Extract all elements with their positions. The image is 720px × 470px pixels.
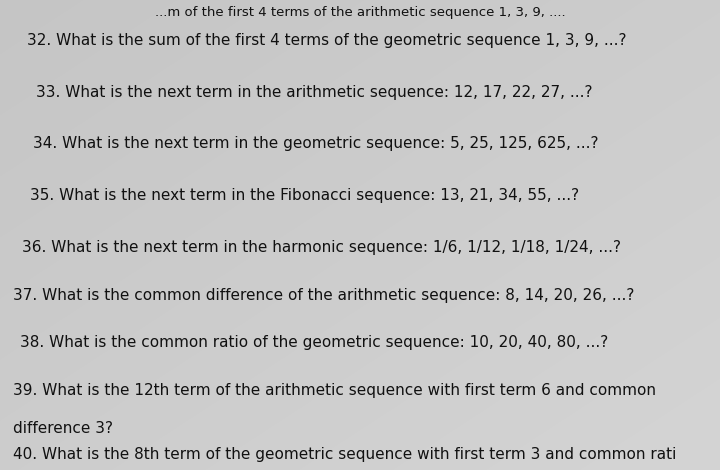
Text: 37. What is the common difference of the arithmetic sequence: 8, 14, 20, 26, ...: 37. What is the common difference of the…	[13, 288, 634, 303]
Text: 32. What is the sum of the first 4 terms of the geometric sequence 1, 3, 9, ...?: 32. What is the sum of the first 4 terms…	[27, 33, 627, 48]
Text: 39. What is the 12th term of the arithmetic sequence with first term 6 and commo: 39. What is the 12th term of the arithme…	[13, 383, 656, 398]
Text: difference 3?: difference 3?	[13, 421, 113, 436]
Text: 38. What is the common ratio of the geometric sequence: 10, 20, 40, 80, ...?: 38. What is the common ratio of the geom…	[20, 335, 608, 350]
Text: 33. What is the next term in the arithmetic sequence: 12, 17, 22, 27, ...?: 33. What is the next term in the arithme…	[36, 85, 593, 100]
Text: 34. What is the next term in the geometric sequence: 5, 25, 125, 625, ...?: 34. What is the next term in the geometr…	[33, 136, 598, 151]
Text: 36. What is the next term in the harmonic sequence: 1/6, 1/12, 1/18, 1/24, ...?: 36. What is the next term in the harmoni…	[22, 240, 621, 255]
Text: ...m of the first 4 terms of the arithmetic sequence 1, 3, 9, ....: ...m of the first 4 terms of the arithme…	[155, 6, 565, 19]
Text: 40. What is the 8th term of the geometric sequence with first term 3 and common : 40. What is the 8th term of the geometri…	[13, 447, 676, 462]
Text: 35. What is the next term in the Fibonacci sequence: 13, 21, 34, 55, ...?: 35. What is the next term in the Fibonac…	[30, 188, 580, 203]
